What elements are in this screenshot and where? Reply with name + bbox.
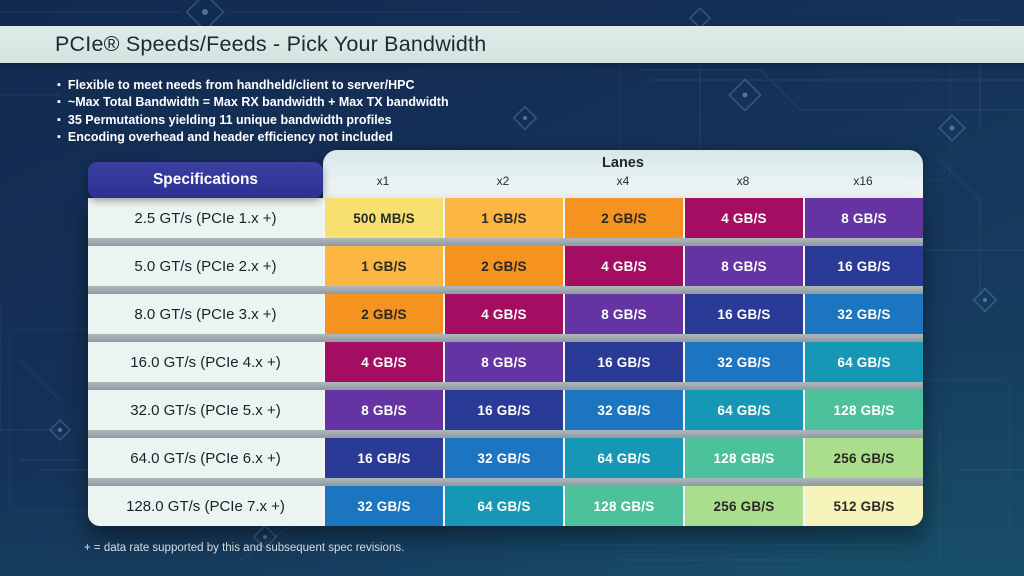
bandwidth-cell: 4 GB/S — [683, 198, 803, 238]
bandwidth-cell: 16 GB/S — [803, 246, 923, 286]
bandwidth-cell: 128 GB/S — [803, 390, 923, 430]
table-row: 2.5 GT/s (PCIe 1.x +) 500 MB/S 1 GB/S 2 … — [88, 198, 923, 238]
bandwidth-cell: 64 GB/S — [563, 438, 683, 478]
row-separator — [88, 286, 923, 294]
spec-cell: 32.0 GT/s (PCIe 5.x +) — [88, 390, 323, 430]
table-row: 64.0 GT/s (PCIe 6.x +) 16 GB/S 32 GB/S 6… — [88, 438, 923, 478]
bandwidth-cell: 64 GB/S — [443, 486, 563, 526]
bandwidth-cell: 4 GB/S — [563, 246, 683, 286]
bandwidth-cell: 128 GB/S — [563, 486, 683, 526]
bandwidth-cell: 256 GB/S — [683, 486, 803, 526]
bandwidth-cell: 64 GB/S — [683, 390, 803, 430]
table-row: 16.0 GT/s (PCIe 4.x +) 4 GB/S 8 GB/S 16 … — [88, 342, 923, 382]
row-separator — [88, 334, 923, 342]
bandwidth-cell: 8 GB/S — [323, 390, 443, 430]
spec-cell: 8.0 GT/s (PCIe 3.x +) — [88, 294, 323, 334]
lane-column-headers: x1 x2 x4 x8 x16 — [323, 174, 923, 188]
spec-cell: 64.0 GT/s (PCIe 6.x +) — [88, 438, 323, 478]
spec-cell: 5.0 GT/s (PCIe 2.x +) — [88, 246, 323, 286]
lane-column-header-x16: x16 — [853, 174, 873, 188]
lane-column-header-x2: x2 — [496, 174, 510, 188]
bandwidth-cell: 8 GB/S — [683, 246, 803, 286]
table-row: 8.0 GT/s (PCIe 3.x +) 2 GB/S 4 GB/S 8 GB… — [88, 294, 923, 334]
lane-column-header-x4: x4 — [616, 174, 630, 188]
bandwidth-cell: 2 GB/S — [563, 198, 683, 238]
bandwidth-cell: 16 GB/S — [443, 390, 563, 430]
bandwidth-cell: 32 GB/S — [803, 294, 923, 334]
bandwidth-cell: 4 GB/S — [443, 294, 563, 334]
bandwidth-table: 2.5 GT/s (PCIe 1.x +) 500 MB/S 1 GB/S 2 … — [88, 198, 923, 526]
spec-cell: 128.0 GT/s (PCIe 7.x +) — [88, 486, 323, 526]
lanes-header-panel: Lanes x1 x2 x4 x8 x16 — [323, 150, 923, 198]
bandwidth-cell: 32 GB/S — [443, 438, 563, 478]
bullet-item: Encoding overhead and header efficiency … — [57, 129, 449, 146]
bandwidth-cell: 16 GB/S — [563, 342, 683, 382]
bandwidth-cell: 1 GB/S — [443, 198, 563, 238]
bandwidth-cell: 128 GB/S — [683, 438, 803, 478]
table-row: 5.0 GT/s (PCIe 2.x +) 1 GB/S 2 GB/S 4 GB… — [88, 246, 923, 286]
slide-title: PCIe® Speeds/Feeds - Pick Your Bandwidth — [55, 32, 487, 56]
lane-column-header-x1: x1 — [376, 174, 390, 188]
row-separator — [88, 382, 923, 390]
bandwidth-cell: 32 GB/S — [323, 486, 443, 526]
row-separator — [88, 430, 923, 438]
specifications-header: Specifications — [88, 162, 323, 198]
title-band: PCIe® Speeds/Feeds - Pick Your Bandwidth — [0, 26, 1024, 63]
bandwidth-cell: 1 GB/S — [323, 246, 443, 286]
bandwidth-cell: 64 GB/S — [803, 342, 923, 382]
row-separator — [88, 478, 923, 486]
bandwidth-cell: 16 GB/S — [323, 438, 443, 478]
bandwidth-cell: 256 GB/S — [803, 438, 923, 478]
row-separator — [88, 238, 923, 246]
bandwidth-cell: 500 MB/S — [323, 198, 443, 238]
footnote: + = data rate supported by this and subs… — [84, 542, 405, 554]
bandwidth-cell: 32 GB/S — [563, 390, 683, 430]
bullet-list: Flexible to meet needs from handheld/cli… — [57, 77, 449, 147]
spec-cell: 16.0 GT/s (PCIe 4.x +) — [88, 342, 323, 382]
lanes-title: Lanes — [602, 155, 644, 171]
bandwidth-cell: 512 GB/S — [803, 486, 923, 526]
bandwidth-cell: 2 GB/S — [323, 294, 443, 334]
bandwidth-cell: 8 GB/S — [443, 342, 563, 382]
bandwidth-cell: 8 GB/S — [563, 294, 683, 334]
bullet-item: ~Max Total Bandwidth = Max RX bandwidth … — [57, 94, 449, 111]
bullet-item: 35 Permutations yielding 11 unique bandw… — [57, 112, 449, 129]
lane-column-header-x8: x8 — [736, 174, 750, 188]
bandwidth-cell: 16 GB/S — [683, 294, 803, 334]
bandwidth-cell: 32 GB/S — [683, 342, 803, 382]
bandwidth-cell: 2 GB/S — [443, 246, 563, 286]
bandwidth-cell: 8 GB/S — [803, 198, 923, 238]
bullet-item: Flexible to meet needs from handheld/cli… — [57, 77, 449, 94]
table-row: 32.0 GT/s (PCIe 5.x +) 8 GB/S 16 GB/S 32… — [88, 390, 923, 430]
table-row: 128.0 GT/s (PCIe 7.x +) 32 GB/S 64 GB/S … — [88, 486, 923, 526]
bandwidth-cell: 4 GB/S — [323, 342, 443, 382]
spec-cell: 2.5 GT/s (PCIe 1.x +) — [88, 198, 323, 238]
